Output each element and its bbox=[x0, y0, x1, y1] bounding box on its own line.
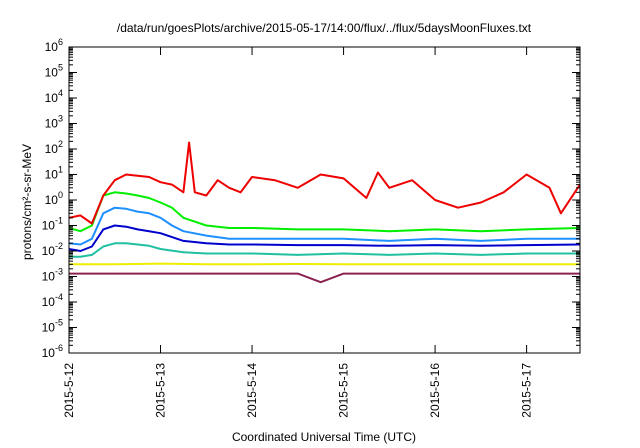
y-tick-label: 103 bbox=[45, 114, 63, 131]
series-line-2 bbox=[68, 191, 581, 233]
axis-layer: 10-6 10-5 10-4 10-3 10-2 10-1 100 101 102 103 104 1… bbox=[42, 37, 580, 418]
y-tick-label: 104 bbox=[45, 88, 63, 105]
x-tick-label: 2015-5-12 bbox=[62, 363, 76, 418]
x-tick-label: 2015-5-16 bbox=[428, 363, 442, 418]
y-tick-label: 10-3 bbox=[42, 267, 63, 284]
y-tick-label: 102 bbox=[45, 139, 63, 156]
y-tick-label: 105 bbox=[45, 63, 63, 80]
y-axis-label: protons/cm²-s-sr-MeV bbox=[20, 144, 34, 260]
series-layer bbox=[68, 141, 581, 284]
x-tick-label: 2015-5-17 bbox=[520, 363, 534, 418]
y-tick-label: 10-5 bbox=[42, 318, 63, 335]
chart-title: /data/run/goesPlots/archive/2015-05-17/1… bbox=[117, 21, 532, 35]
series-line-1 bbox=[68, 141, 581, 225]
series-line-7 bbox=[69, 272, 580, 284]
y-tick-label: 10-1 bbox=[42, 216, 63, 233]
series-line-6 bbox=[69, 262, 580, 266]
y-tick-label: 10-4 bbox=[42, 292, 63, 309]
y-tick-label: 10-6 bbox=[42, 343, 63, 360]
y-tick-label: 101 bbox=[45, 165, 63, 182]
y-tick-label: 10-2 bbox=[42, 241, 63, 258]
x-axis-label: Coordinated Universal Time (UTC) bbox=[232, 430, 416, 444]
series-line-4 bbox=[68, 224, 581, 252]
y-tick-label: 106 bbox=[45, 37, 63, 54]
y-tick-label: 100 bbox=[45, 190, 63, 207]
series-line-3 bbox=[68, 206, 580, 246]
x-tick-label: 2015-5-13 bbox=[154, 363, 168, 418]
x-tick-label: 2015-5-14 bbox=[245, 363, 259, 418]
series-line-5 bbox=[69, 242, 580, 258]
x-tick-label: 2015-5-15 bbox=[337, 363, 351, 418]
plot-frame bbox=[68, 46, 581, 354]
